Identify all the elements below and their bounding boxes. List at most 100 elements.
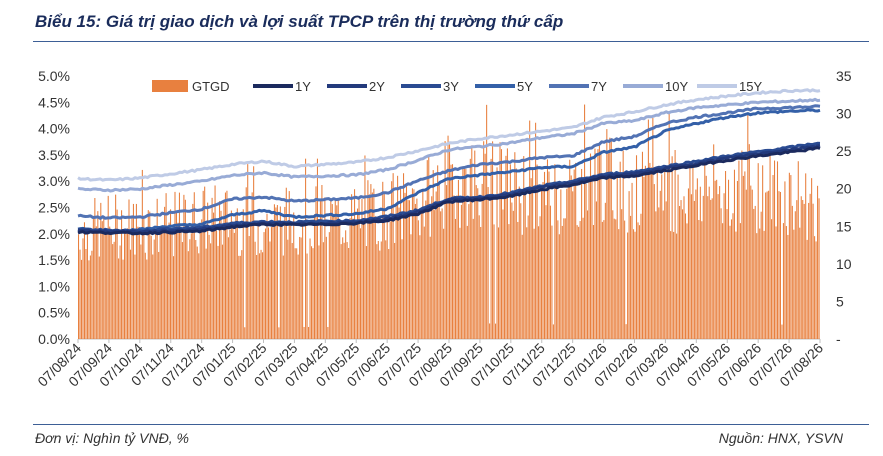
gtgd-bar [218,201,221,339]
gtgd-bar [771,219,773,339]
gtgd-bar [407,199,409,339]
gtgd-bar [716,179,718,339]
gtgd-bar [210,243,212,339]
legend-label-1y: 1Y [295,79,311,94]
yield-line-5y [77,108,821,234]
gtgd-bar [744,171,746,339]
gtgd-bar [388,249,390,339]
gtgd-bar [457,179,459,339]
gtgd-bar [567,181,569,339]
gtgd-bar [330,199,332,339]
gtgd-bar [616,173,618,339]
gtgd-bar [411,188,413,339]
gtgd-bar [88,260,90,339]
gtgd-bar [367,180,369,339]
gtgd-bar [397,175,399,339]
gtgd-bar [428,155,430,339]
gtgd-bar [814,236,816,339]
gtgd-bar [521,234,523,339]
gtgd-bar [324,197,326,339]
gtgd-bar [598,145,600,339]
gtgd-bar [587,210,589,339]
gtgd-bar [622,150,624,339]
gtgd-bar [454,218,457,339]
gtgd-bar [177,222,179,339]
gtgd-bar [707,196,709,339]
gtgd-bar [419,235,421,339]
gtgd-bar [429,236,431,339]
gtgd-bar [327,326,329,339]
title-divider [33,41,869,42]
gtgd-bar [775,226,777,339]
gtgd-bar [566,188,568,339]
gtgd-bar [535,122,537,340]
gtgd-bar [443,228,445,339]
y-right-tick-label: 25 [836,143,852,159]
gtgd-bar [720,208,722,339]
gtgd-bar [690,194,692,339]
gtgd-bar [377,241,379,339]
gtgd-bar [322,242,324,339]
gtgd-bar [601,221,603,339]
gtgd-bar [711,198,713,339]
gtgd-bar [447,135,449,339]
legend-label-10y: 10Y [665,79,688,94]
gtgd-bar [650,167,652,339]
gtgd-bar [254,241,256,339]
gtgd-bar [717,194,719,339]
gtgd-bar [558,234,560,339]
legend-label-gtgd: GTGD [192,79,230,94]
gtgd-bar [723,193,725,339]
gtgd-bar [328,232,330,339]
gtgd-bar [701,221,703,339]
gtgd-bar [446,185,448,339]
gtgd-bar [162,231,164,339]
gtgd-bar [748,144,750,339]
y-left-tick-label: 2.5% [38,200,70,216]
gtgd-bar [392,173,394,339]
gtgd-bar [279,206,281,339]
gtgd-bar [762,165,764,339]
gtgd-bar [582,217,584,339]
gtgd-bar [242,209,244,339]
gtgd-bar [584,104,586,339]
gtgd-bar [569,159,571,339]
gtgd-bar [811,178,813,339]
gtgd-bar [138,227,140,339]
gtgd-bar [459,227,461,339]
legend-label-2y: 2Y [369,79,385,94]
gtgd-bar [80,259,83,339]
gtgd-bar [158,251,160,339]
gtgd-bar [259,253,261,339]
gtgd-bar [681,209,684,339]
gtgd-bar [796,200,798,339]
gtgd-bar [152,254,154,339]
gtgd-bar [313,214,316,339]
gtgd-bar [183,194,185,339]
gtgd-bar [597,149,599,339]
gtgd-bar [634,231,636,339]
gtgd-bar [674,150,676,339]
gtgd-bar [354,189,356,339]
gtgd-bar [621,209,623,339]
gtgd-bar [549,205,551,339]
gtgd-bar [727,179,730,339]
gtgd-bar [174,191,176,339]
gtgd-bar [198,253,200,339]
gtgd-bar [490,158,492,339]
gtgd-bar [588,182,590,339]
gtgd-bar [529,120,531,339]
gtgd-bar [781,324,783,339]
gtgd-bar [281,222,283,339]
gtgd-bar [187,251,189,339]
gtgd-bar [765,192,767,339]
gtgd-bar [394,242,396,339]
gtgd-bar [643,176,645,339]
gtgd-bar [79,249,81,339]
gtgd-bar [199,230,201,339]
gtgd-bar [589,153,592,339]
gtgd-bar [659,190,661,339]
gtgd-bar [116,209,118,339]
gtgd-bar [719,186,721,339]
gtgd-bar [275,207,277,339]
